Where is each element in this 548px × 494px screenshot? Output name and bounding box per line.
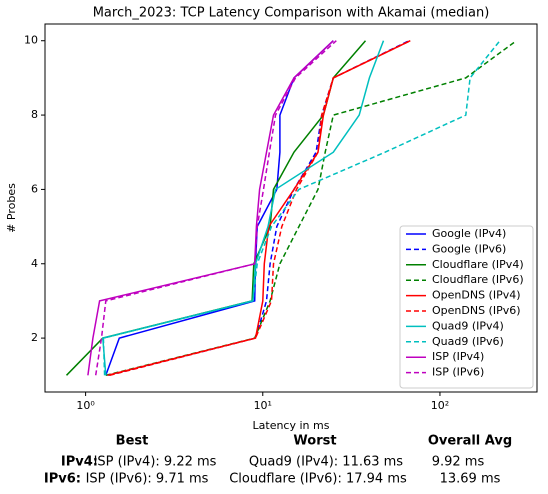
worst: Cloudflare (IPv6): 17.94 ms [229,472,407,487]
best: ISP (IPv6): 9.71 ms [86,472,209,487]
summary-header: Worst [293,434,336,449]
y-tick-label: 6 [31,182,38,195]
worst: Quad9 (IPv4): 11.63 ms [249,455,403,470]
row-label: IPv6: [44,472,81,487]
series-line [102,40,385,376]
x-tick-label: 10² [431,399,449,412]
chart-title: March_2023: TCP Latency Comparison with … [93,6,490,21]
series-line [105,40,334,376]
x-axis-label: Latency in ms [253,419,330,432]
legend-label: Quad9 (IPv4) [432,319,504,332]
y-axis-label: # Probes [5,183,18,233]
series-line [109,40,411,377]
legend-label: ISP (IPv6) [432,366,484,379]
series-line [94,40,337,376]
x-tick-label: 10¹ [254,399,272,412]
best: ISP (IPv4): 9.22 ms [94,455,217,470]
legend-label: Cloudflare (IPv4) [432,258,524,271]
summary-header: Overall Avg [428,434,512,449]
avg: 9.92 ms [432,455,485,470]
avg: 13.69 ms [440,472,501,487]
series-line [105,40,517,377]
legend-label: Google (IPv6) [432,242,506,255]
legend-label: Google (IPv4) [432,227,506,240]
series-line [107,40,411,377]
y-tick-label: 2 [31,331,38,344]
plot-frame [44,23,538,393]
y-tick-label: 10 [24,34,38,47]
y-tick-label: 8 [31,108,38,121]
legend-label: OpenDNS (IPv6) [432,304,521,317]
legend-label: Quad9 (IPv6) [432,335,504,348]
legend-label: OpenDNS (IPv4) [432,289,521,302]
summary-header: Best [116,434,149,449]
series-line [65,40,367,376]
x-tick-label: 10⁰ [76,399,95,412]
series-line [108,40,410,377]
legend-label: ISP (IPv4) [432,350,484,363]
legend [399,225,534,389]
series-line [102,40,501,376]
legend-label: Cloudflare (IPv6) [432,273,524,286]
y-tick-label: 4 [31,257,38,270]
series-line [87,40,334,376]
row-label: IPv4: [61,455,98,470]
